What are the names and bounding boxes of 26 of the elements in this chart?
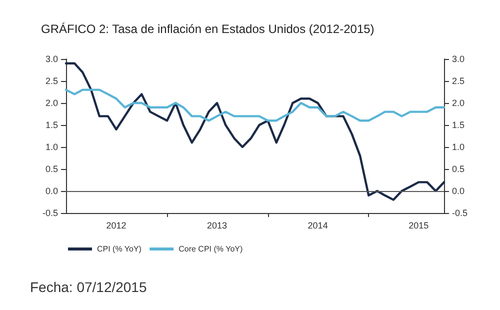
legend-label: Core CPI (% YoY) <box>178 244 243 254</box>
y-tick-label: 0.0 <box>45 186 58 196</box>
y-tick-label: 1.5 <box>45 120 58 130</box>
y2-tick-label: -0.5 <box>452 208 468 218</box>
x-tick-label: 2012 <box>106 220 126 230</box>
y2-tick-label: 1.0 <box>452 142 465 152</box>
y-tick-label: 1.0 <box>45 142 58 152</box>
y-tick-label: 2.0 <box>45 98 58 108</box>
y-tick-label: 3.0 <box>45 54 58 64</box>
x-tick-label: 2015 <box>408 220 429 230</box>
line-series <box>64 62 446 201</box>
y2-tick-label: 1.5 <box>452 120 465 130</box>
x-tick-label: 2014 <box>308 220 328 230</box>
legend-label: CPI (% YoY) <box>97 244 142 254</box>
y2-tick-label: 0.0 <box>452 186 465 196</box>
y2-tick-label: 2.0 <box>452 98 465 108</box>
x-tick-label: 2013 <box>207 220 228 230</box>
y-tick-label: 0.5 <box>45 164 58 174</box>
text: Fecha: 07/12/2015 <box>30 279 147 295</box>
y2-tick-label: 0.5 <box>452 164 465 174</box>
y2-tick-label: 3.0 <box>452 54 465 64</box>
y-tick-label: -0.5 <box>42 208 58 218</box>
y-tick-label: 2.5 <box>45 76 58 86</box>
line-series <box>64 88 446 122</box>
chart-title: GRÁFICO 2: Tasa de inflación en Estados Unidos (2012-2015) <box>41 22 374 36</box>
y2-tick-label: 2.5 <box>452 76 465 86</box>
